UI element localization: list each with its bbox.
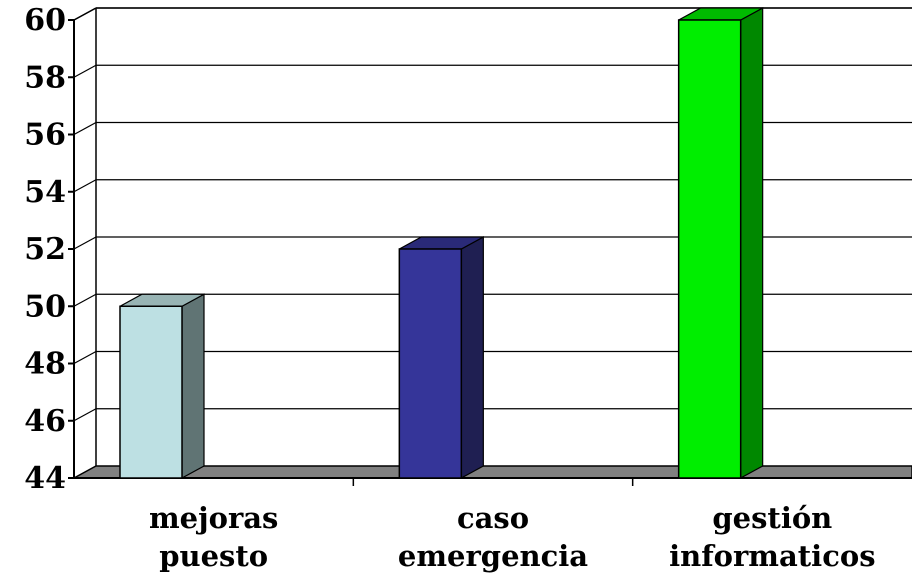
y-tick-label: 54	[24, 175, 66, 210]
bars	[119, 6, 764, 480]
gridline-side	[73, 121, 97, 136]
y-tick-label: 58	[24, 60, 66, 95]
y-axis-ticks: 44 46 48 50 52 54 56 58 60	[24, 3, 74, 496]
bar-front	[398, 248, 463, 479]
y-tick-label: 46	[24, 404, 66, 439]
bar-side	[460, 235, 484, 480]
gridline-side	[73, 179, 97, 193]
y-tick-label: 52	[24, 232, 66, 267]
bar-front	[119, 305, 183, 479]
gridline-side	[73, 7, 97, 21]
y-tick-label: 44	[24, 461, 66, 496]
x-tick-label: caso emergencia	[398, 501, 588, 573]
bar	[398, 235, 484, 480]
y-tick-label: 60	[24, 3, 66, 38]
gridlines	[73, 7, 912, 422]
bar-side	[740, 6, 764, 480]
bar	[677, 6, 764, 480]
bar-side	[181, 293, 205, 480]
x-axis-ticks: mejoras puesto caso emergencia gestión inform…	[149, 478, 876, 573]
y-tick-label: 50	[24, 289, 66, 324]
gridline-side	[73, 350, 97, 365]
bar-front	[677, 19, 742, 479]
y-tick-label: 48	[24, 347, 66, 382]
gridline-side	[73, 236, 97, 250]
bar	[119, 293, 205, 480]
y-tick-label: 56	[24, 118, 66, 153]
gridline-side	[73, 408, 97, 422]
x-tick-label: mejoras puesto	[149, 501, 278, 573]
x-tick-label: gestión informaticos	[669, 501, 875, 573]
gridline-side	[73, 64, 97, 78]
gridline-side	[73, 293, 97, 307]
